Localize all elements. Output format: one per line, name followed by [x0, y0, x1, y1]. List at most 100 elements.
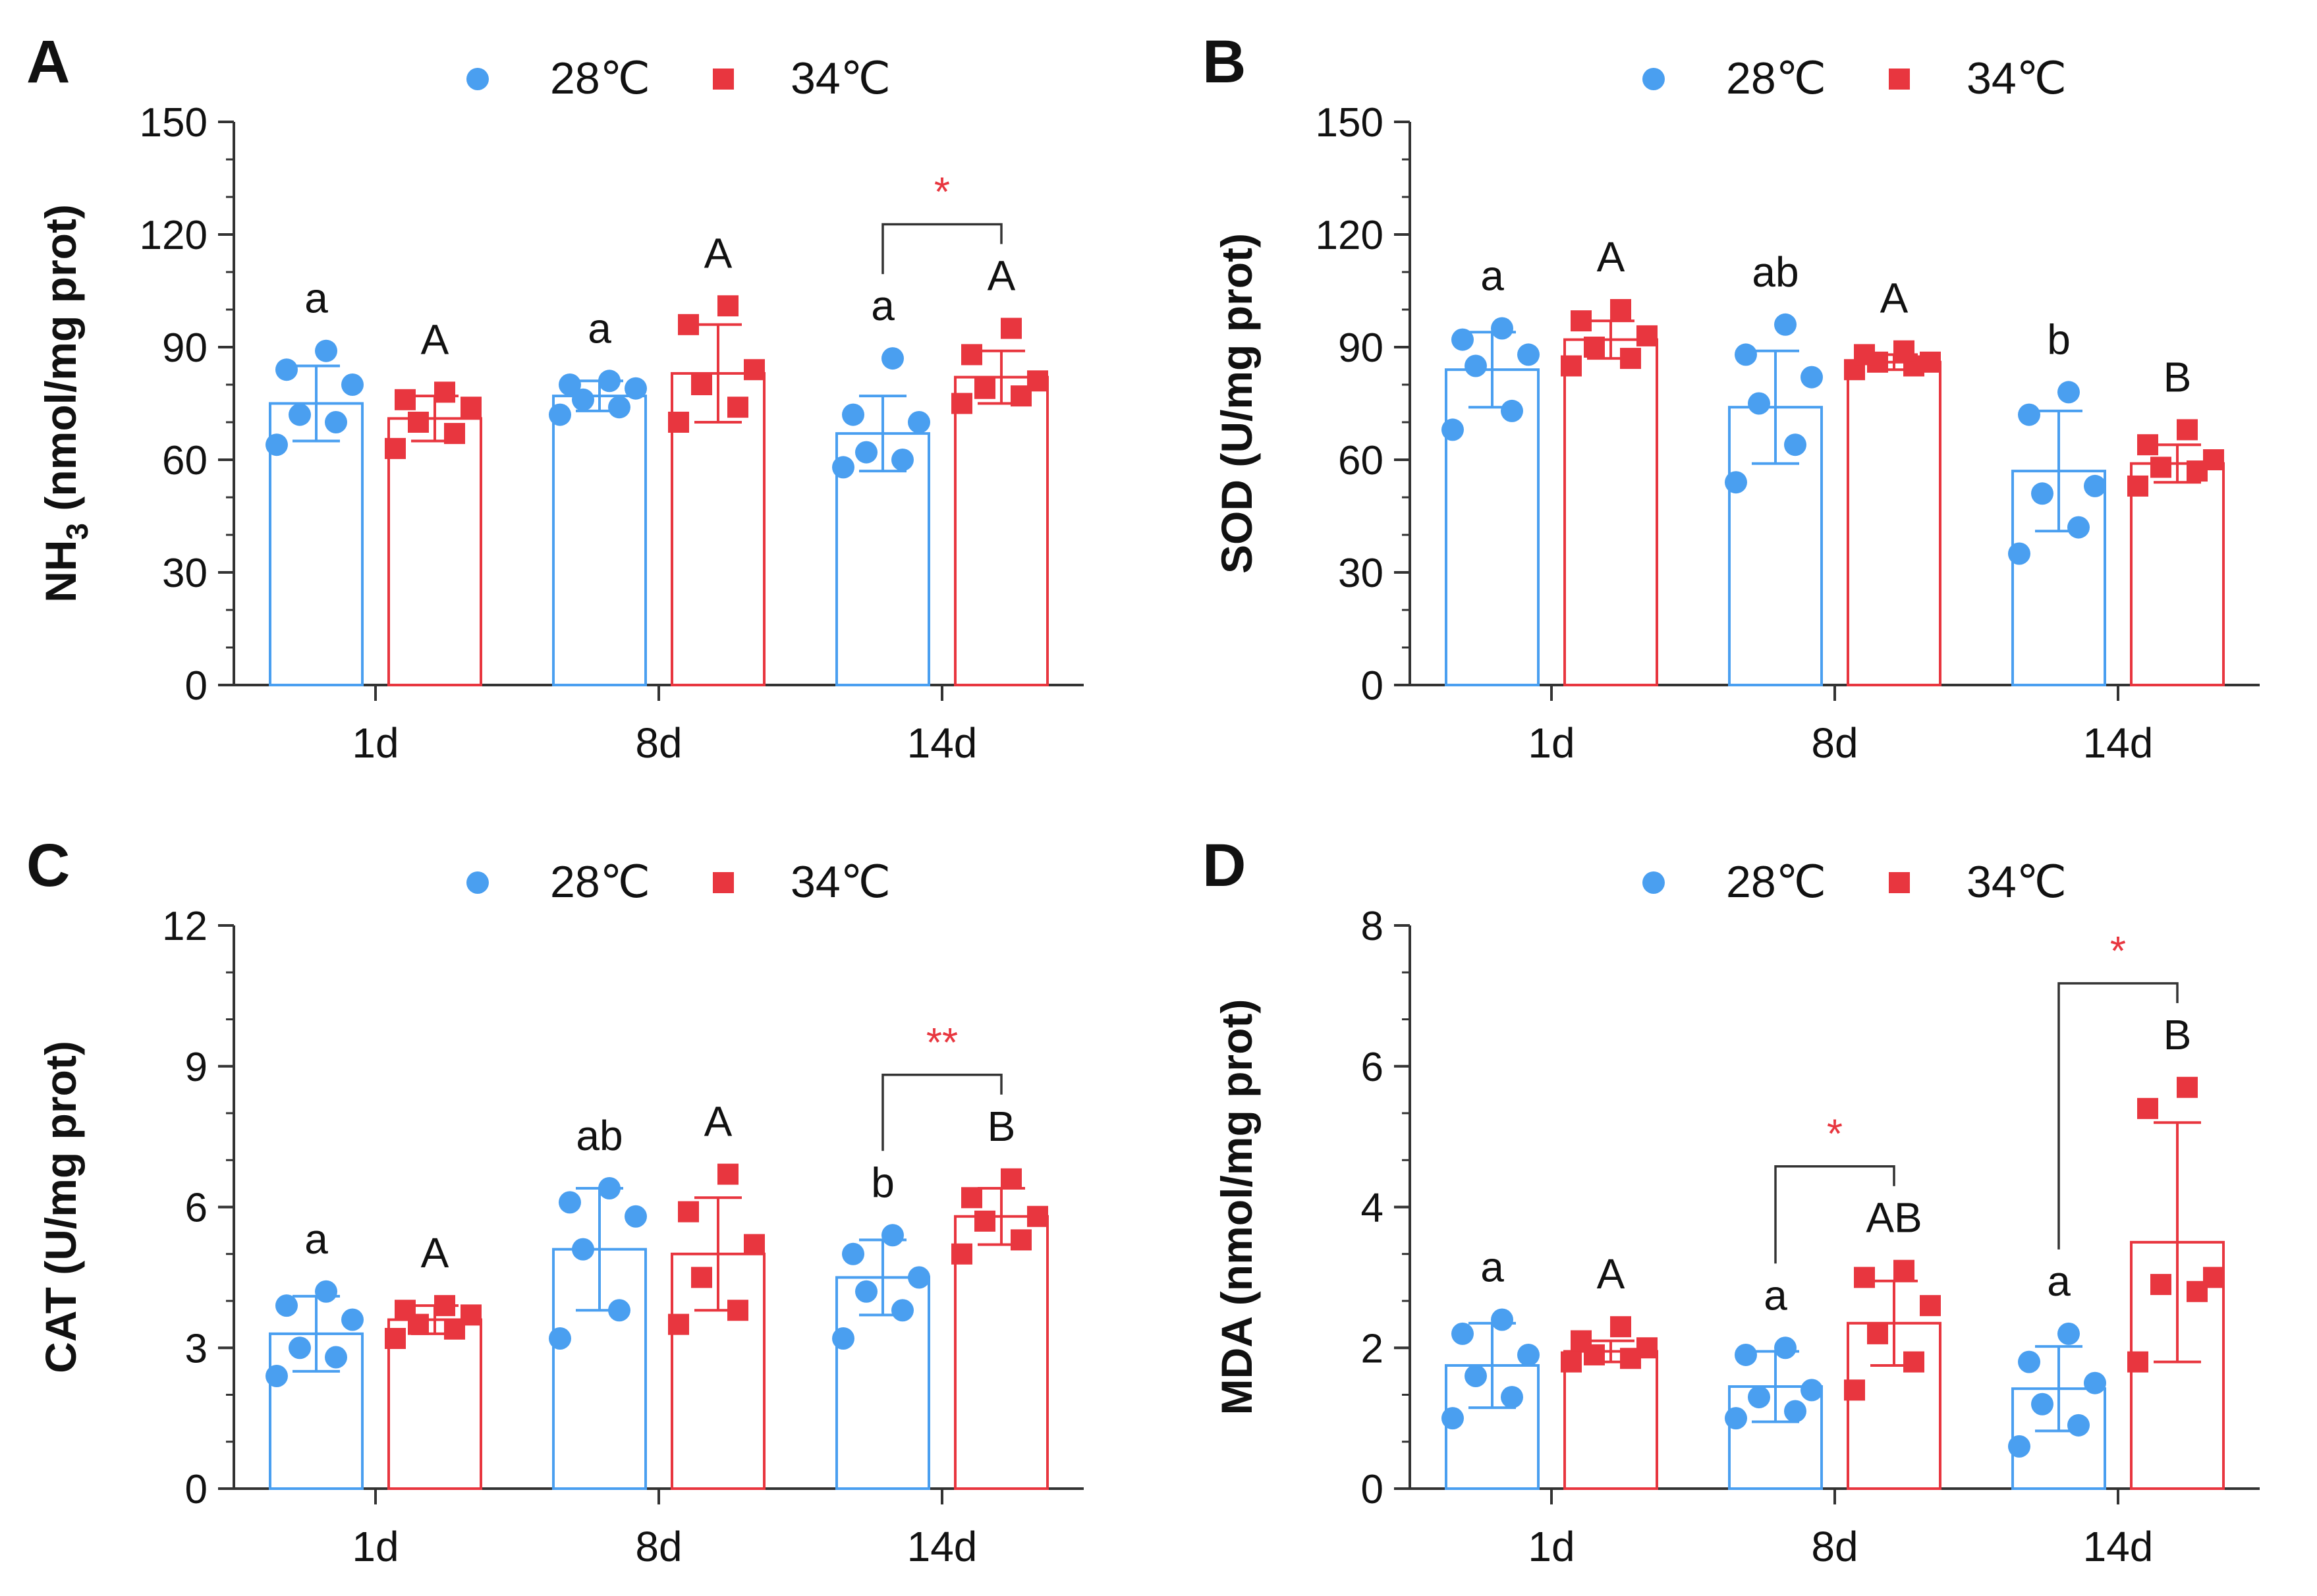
y-axis-label: MDA (nmol/mg prot): [1212, 999, 1261, 1416]
x-tick-label: 8d: [635, 719, 682, 767]
y-tick-label: 30: [162, 551, 208, 596]
data-point-34c: [1893, 1259, 1914, 1281]
data-point-34c: [961, 344, 982, 366]
legend-label-28c: 28℃: [550, 53, 650, 103]
significance-letter: b: [2047, 316, 2071, 363]
data-point-34c: [461, 1304, 482, 1326]
data-point-28c: [1748, 1386, 1770, 1409]
data-point-34c: [1584, 337, 1605, 358]
data-point-34c: [1903, 1351, 1924, 1373]
data-point-28c: [2067, 516, 2090, 539]
significance-letter: A: [988, 252, 1016, 300]
significance-letter: A: [704, 229, 733, 277]
data-point-34c: [385, 437, 406, 459]
panel-letter: A: [26, 28, 70, 96]
significance-letter: a: [588, 304, 611, 352]
data-point-28c: [289, 1336, 311, 1360]
data-point-28c: [1491, 317, 1513, 340]
data-point-34c: [668, 412, 689, 433]
y-tick-label: 9: [185, 1045, 208, 1090]
data-point-34c: [727, 397, 748, 418]
panel-a: A 28℃ 34℃ NH3 (nmol/mg prot) 0 30 60 90 120 150 1d…: [26, 28, 1084, 767]
data-point-28c: [315, 339, 337, 362]
data-point-34c: [1561, 1351, 1582, 1373]
legend-label-34c: 34℃: [791, 857, 891, 907]
data-point-34c: [1610, 299, 1631, 320]
data-point-34c: [1620, 348, 1641, 370]
data-point-34c: [434, 381, 455, 403]
data-point-34c: [974, 1210, 995, 1232]
data-point-28c: [1725, 471, 1747, 494]
y-tick-label: 0: [185, 663, 208, 709]
y-tick-label: 120: [140, 213, 208, 258]
data-point-34c: [2137, 1097, 2158, 1119]
data-point-34c: [744, 1234, 765, 1255]
data-point-28c: [559, 1191, 581, 1214]
data-point-28c: [1735, 1343, 1757, 1366]
data-point-34c: [744, 359, 765, 381]
data-point-28c: [341, 1308, 364, 1331]
y-tick-label: 0: [185, 1467, 208, 1512]
data-point-28c: [549, 1327, 571, 1350]
legend-marker-28c: [466, 68, 489, 90]
y-tick-label: 8: [1361, 904, 1383, 949]
data-point-28c: [855, 441, 878, 464]
y-tick-label: 0: [1361, 663, 1383, 709]
data-point-28c: [265, 433, 288, 456]
legend-marker-28c: [1642, 68, 1665, 90]
y-axis-label-main: MDA: [1212, 1317, 1261, 1416]
data-point-28c: [559, 373, 581, 396]
bar-34c: [1847, 360, 1941, 686]
y-axis-label: NH3 (nmol/mg prot): [36, 204, 94, 603]
data-point-34c: [2203, 1267, 2224, 1288]
data-point-28c: [2084, 1371, 2106, 1394]
data-point-34c: [951, 1243, 972, 1265]
bar-28c: [552, 395, 647, 686]
data-point-28c: [881, 1224, 904, 1247]
data-point-34c: [1001, 317, 1022, 339]
data-point-34c: [2150, 456, 2171, 478]
y-tick-label: 90: [1338, 325, 1383, 371]
data-point-34c: [717, 1163, 739, 1185]
y-axis-label-main: CAT: [36, 1287, 85, 1373]
data-point-28c: [1748, 392, 1770, 415]
significance-letter: B: [988, 1103, 1016, 1150]
data-point-28c: [2084, 474, 2106, 497]
data-point-28c: [341, 373, 364, 396]
data-point-34c: [974, 377, 995, 399]
y-tick-label: 150: [1316, 100, 1383, 146]
data-point-34c: [1571, 310, 1592, 332]
x-tick-label: 8d: [1811, 1523, 1858, 1570]
legend-marker-34c: [713, 872, 734, 893]
data-point-28c: [598, 370, 621, 393]
significance-letter: a: [871, 282, 895, 329]
y-tick-label: 30: [1338, 551, 1383, 596]
data-point-28c: [2057, 381, 2080, 404]
y-tick-label: 4: [1361, 1186, 1383, 1231]
data-point-28c: [1465, 354, 1487, 377]
data-point-28c: [908, 411, 930, 433]
data-point-28c: [2008, 1435, 2030, 1458]
data-point-28c: [289, 403, 311, 426]
significance-letter: b: [871, 1159, 895, 1206]
data-point-28c: [891, 1299, 914, 1322]
legend-label-34c: 34℃: [791, 53, 891, 103]
significance-bracket: **: [881, 1020, 1003, 1151]
significance-letter: a: [304, 275, 328, 322]
data-point-34c: [1636, 1337, 1658, 1359]
data-point-28c: [881, 347, 904, 370]
y-axis-label: CAT (U/mg prot): [36, 1041, 85, 1373]
significance-star: **: [926, 1020, 958, 1066]
legend: 28℃ 34℃: [466, 857, 891, 907]
x-tick-label: 1d: [352, 1523, 399, 1570]
x-tick-label: 8d: [635, 1523, 682, 1570]
panel-letter: D: [1202, 832, 1246, 899]
bar-28c: [835, 432, 930, 686]
data-point-28c: [908, 1266, 930, 1289]
data-point-28c: [1465, 1365, 1487, 1387]
data-point-28c: [855, 1280, 878, 1303]
y-axis-label-main: SOD: [1212, 480, 1261, 574]
x-tick-label: 14d: [2083, 1523, 2154, 1570]
legend-label-34c: 34℃: [1967, 53, 2067, 103]
significance-letter: A: [704, 1098, 733, 1145]
